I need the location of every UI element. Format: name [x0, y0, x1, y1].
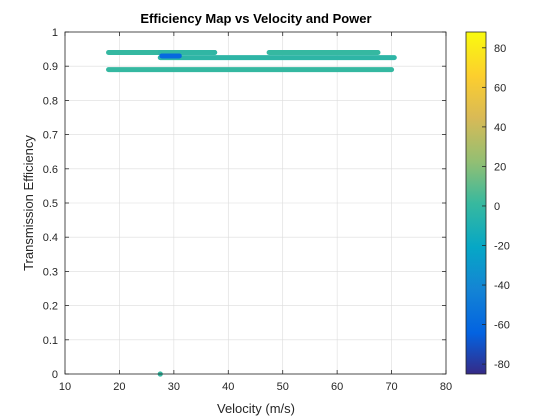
y-tick-label: 0.8	[43, 95, 58, 107]
y-tick-label: 0.3	[43, 266, 58, 278]
x-axis-label: Velocity (m/s)	[217, 401, 295, 416]
x-tick-label: 20	[113, 381, 125, 393]
colorbar-tick-label: 40	[494, 122, 506, 134]
x-tick-label: 60	[331, 381, 343, 393]
chart-title: Efficiency Map vs Velocity and Power	[140, 11, 371, 26]
x-tick-label: 50	[277, 381, 289, 393]
y-tick-label: 0.2	[43, 301, 58, 313]
x-tick-label: 30	[168, 381, 180, 393]
x-tick-label: 80	[440, 381, 452, 393]
colorbar-ticks: -80 -60 -40 -20 0 20 40 60 80	[482, 43, 510, 371]
colorbar-tick-label: 60	[494, 82, 506, 94]
y-axis-label: Transmission Efficiency	[21, 135, 36, 271]
x-tick-label: 40	[222, 381, 234, 393]
colorbar-tick-label: -80	[494, 359, 510, 371]
y-tick-label: 0	[52, 369, 58, 381]
y-tick-label: 0.1	[43, 335, 58, 347]
y-tick-label: 0.6	[43, 164, 58, 176]
x-tick-label: 70	[385, 381, 397, 393]
colorbar-tick-label: -20	[494, 241, 510, 253]
y-tick-label: 0.5	[43, 198, 58, 210]
colorbar-tick-label: 80	[494, 43, 506, 55]
y-tick-label: 1	[52, 27, 58, 39]
colorbar-tick-label: 20	[494, 161, 506, 173]
y-axis: 0 0.1 0.2 0.3 0.4 0.5 0.6 0.7 0.8 0.9 1	[43, 27, 446, 381]
y-tick-label: 0.9	[43, 61, 58, 73]
y-tick-label: 0.7	[43, 130, 58, 142]
x-axis: 10 20 30 40 50 60 70 80	[59, 32, 452, 393]
colorbar	[465, 31, 487, 375]
colorbar-tick-label: -60	[494, 320, 510, 332]
colorbar-tick-label: 0	[494, 201, 500, 213]
colorbar-tick-label: -40	[494, 280, 510, 292]
x-tick-label: 10	[59, 381, 71, 393]
data-marks	[106, 50, 397, 377]
y-tick-label: 0.4	[43, 232, 58, 244]
